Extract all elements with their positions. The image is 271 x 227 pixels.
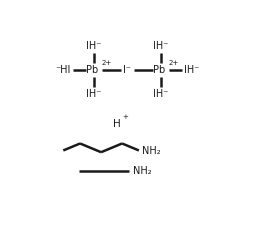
Text: ⁻HI: ⁻HI <box>55 65 71 75</box>
Text: Pb: Pb <box>153 65 165 75</box>
Text: H: H <box>113 119 121 129</box>
Text: I⁻: I⁻ <box>123 65 131 75</box>
Text: Pb: Pb <box>86 65 98 75</box>
Text: IH⁻: IH⁻ <box>184 65 199 75</box>
Text: NH₂: NH₂ <box>133 166 151 176</box>
Text: IH⁻: IH⁻ <box>86 89 101 99</box>
Text: 2+: 2+ <box>169 60 179 66</box>
Text: NH₂: NH₂ <box>142 146 161 156</box>
Text: 2+: 2+ <box>102 60 112 66</box>
Text: IH⁻: IH⁻ <box>153 41 169 51</box>
Text: IH⁻: IH⁻ <box>153 89 169 99</box>
Text: +: + <box>123 114 129 120</box>
Text: IH⁻: IH⁻ <box>86 41 101 51</box>
